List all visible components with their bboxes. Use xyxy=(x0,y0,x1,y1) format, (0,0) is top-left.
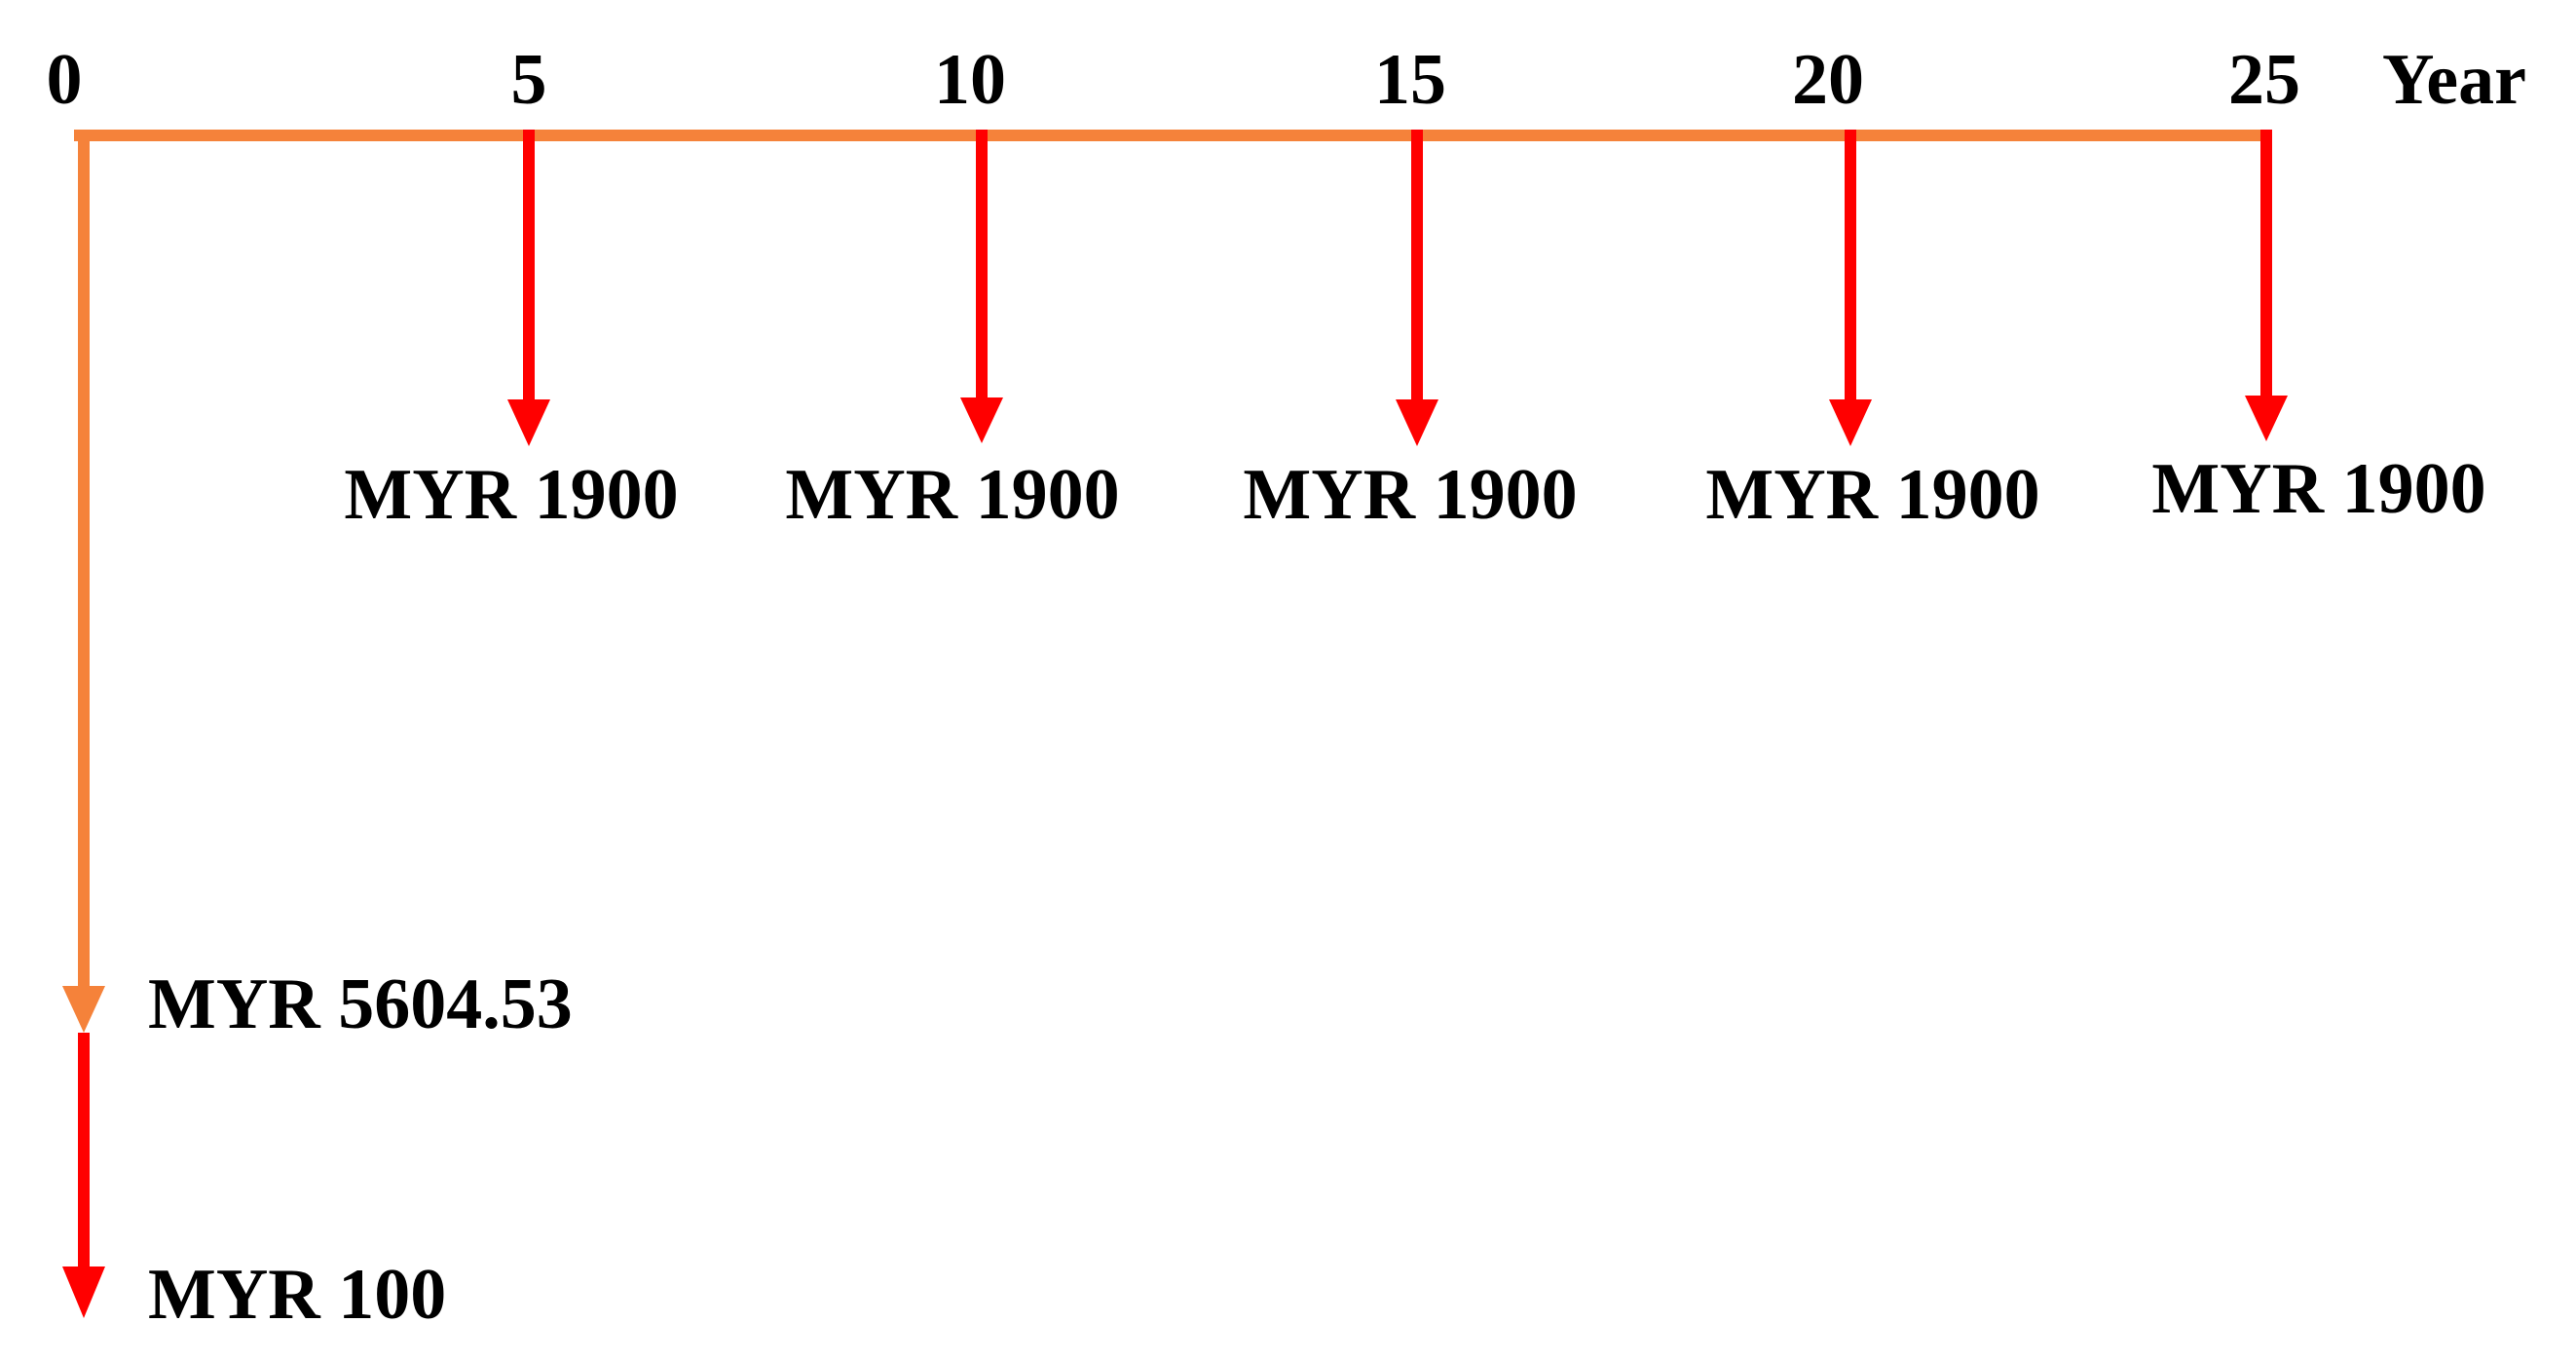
outflow-arrow-year-25 xyxy=(2245,130,2288,441)
additional-outflow-label: MYR 100 xyxy=(148,1255,446,1335)
initial-investment-arrowhead xyxy=(62,986,105,1033)
tick-label-25: 25 xyxy=(2228,40,2300,120)
axis-unit-label: Year xyxy=(2382,40,2526,120)
cash-flow-label-year-10: MYR 1900 xyxy=(785,455,1119,535)
initial-investment-label: MYR 5604.53 xyxy=(148,964,573,1044)
outflow-arrow-year-20 xyxy=(1829,130,1872,446)
tick-label-20: 20 xyxy=(1792,40,1864,120)
tick-label-15: 15 xyxy=(1374,40,1446,120)
tick-label-10: 10 xyxy=(934,40,1006,120)
outflow-arrow-year-15 xyxy=(1396,130,1438,446)
tick-label-0: 0 xyxy=(47,40,83,120)
outflow-arrow-year-5 xyxy=(507,130,550,446)
outflow-arrow-year-10 xyxy=(960,130,1003,443)
tick-label-5: 5 xyxy=(511,40,547,120)
cash-flow-label-year-5: MYR 1900 xyxy=(344,455,678,535)
cash-flow-label-year-20: MYR 1900 xyxy=(1705,455,2039,535)
additional-outflow-arrowhead xyxy=(62,1266,105,1318)
cash-flow-label-year-25: MYR 1900 xyxy=(2151,449,2485,529)
cash-flow-label-year-15: MYR 1900 xyxy=(1243,455,1577,535)
